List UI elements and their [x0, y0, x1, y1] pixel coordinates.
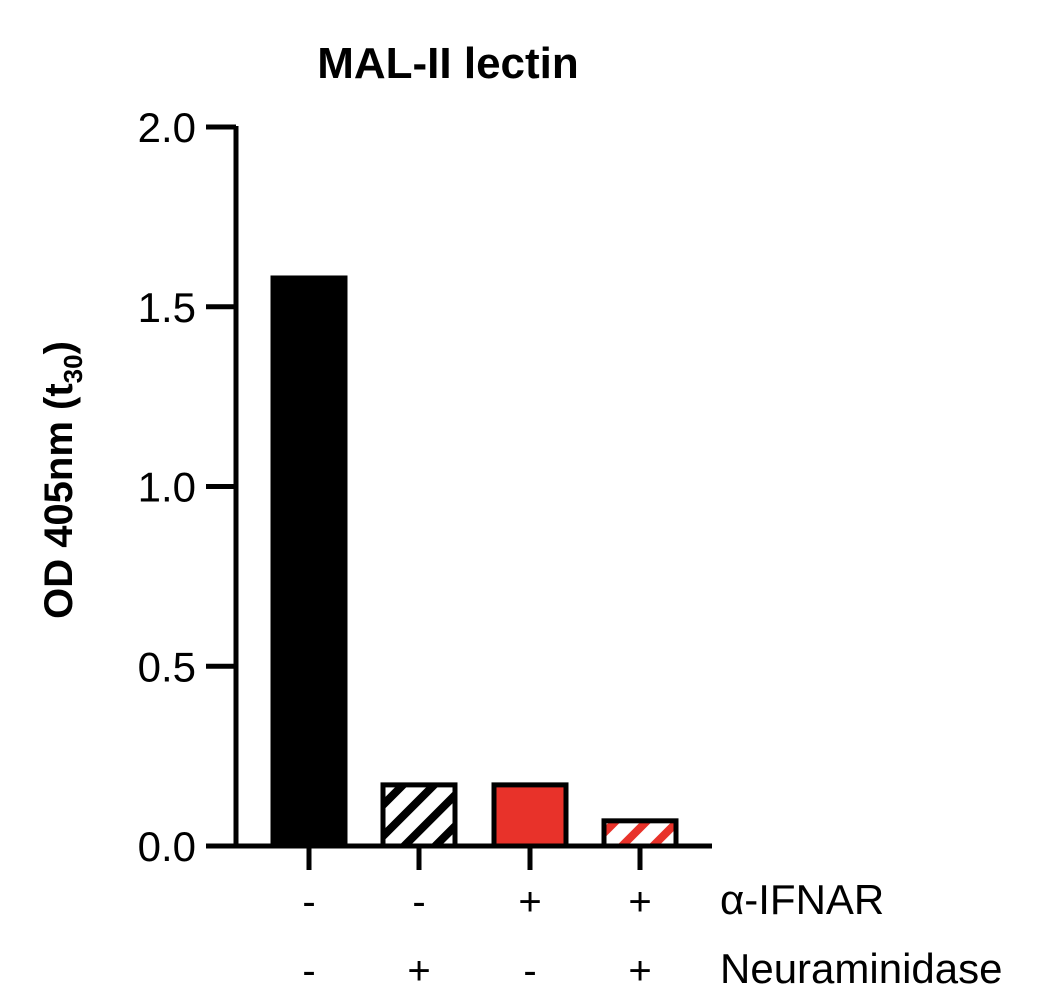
- condition-sign: +: [628, 880, 651, 924]
- bar-4: [601, 818, 679, 849]
- y-axis-label-main: OD 405nm (t: [37, 383, 81, 619]
- condition-sign: -: [523, 949, 536, 993]
- condition-row-label: α-IFNAR: [720, 876, 884, 923]
- y-axis-label-subscript: 30: [58, 354, 88, 383]
- condition-sign: +: [518, 880, 541, 924]
- condition-sign: -: [302, 880, 315, 924]
- condition-row-label: Neuraminidase: [720, 945, 1002, 992]
- y-tick-label: 2.0: [138, 104, 196, 151]
- chart-title: MAL-II lectin: [317, 39, 579, 88]
- bar-1: [270, 275, 348, 849]
- condition-sign: -: [302, 949, 315, 993]
- bar-2: [380, 782, 458, 849]
- y-tick-label: 1.0: [138, 464, 196, 511]
- y-tick-label: 0.5: [138, 643, 196, 690]
- y-tick-label: 1.5: [138, 284, 196, 331]
- condition-sign: -: [412, 880, 425, 924]
- y-tick-label: 0.0: [138, 823, 196, 870]
- y-axis-ticks: 0.0 0.5 1.0 1.5 2.0: [138, 104, 236, 870]
- bar-3: [491, 782, 569, 849]
- y-axis-label-close: ): [37, 341, 81, 354]
- condition-sign: +: [628, 949, 651, 993]
- condition-sign: +: [407, 949, 430, 993]
- condition-rows: - - + + α-IFNAR - + - + Neuraminidase: [302, 876, 1002, 993]
- y-axis-label: OD 405nm (t30): [37, 341, 88, 619]
- x-axis-ticks: [306, 846, 643, 870]
- bars: [270, 275, 679, 849]
